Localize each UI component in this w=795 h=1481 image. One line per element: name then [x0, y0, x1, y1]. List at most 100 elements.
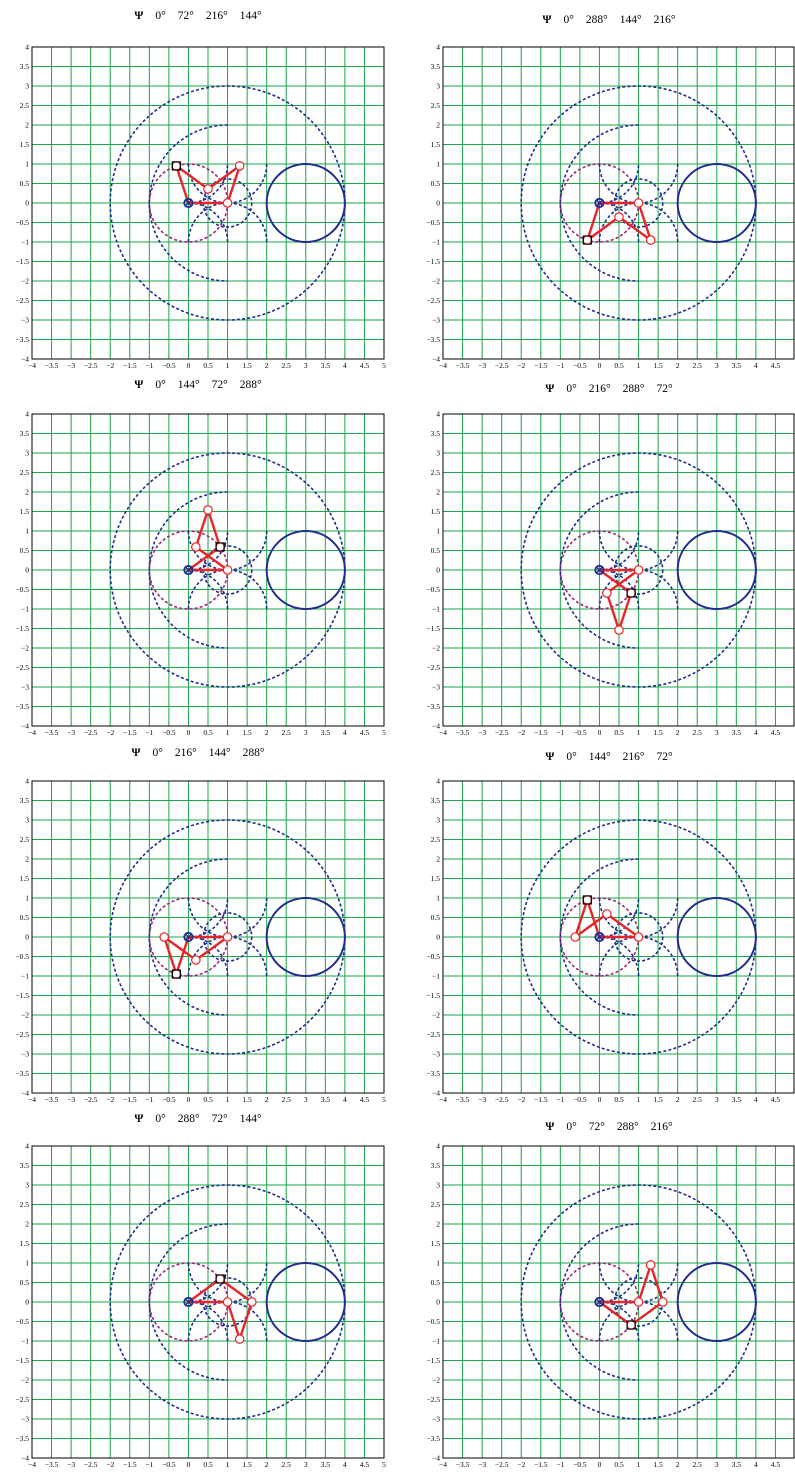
y-tick-label: 0.5 [431, 179, 441, 188]
x-tick-label: −4 [28, 361, 36, 370]
joint-marker [602, 588, 612, 598]
y-tick-label: 1.5 [431, 140, 441, 149]
psi-symbol: Ψ [545, 1121, 554, 1133]
linkage-path [586, 201, 652, 242]
y-tick-label: 0.5 [431, 546, 441, 555]
linkage [183, 1274, 257, 1344]
x-tick-label: −3.5 [45, 1460, 59, 1469]
joint-marker [645, 235, 656, 245]
y-tick-label: −0.5 [426, 952, 440, 961]
psi-symbol: Ψ [545, 383, 554, 395]
x-tick-label: 5 [382, 1460, 386, 1469]
x-tick-label: 4.5 [771, 361, 781, 370]
y-tick-label: −3 [21, 683, 29, 692]
x-tick-label: −1 [145, 361, 153, 370]
y-tick-label: −2 [21, 1376, 29, 1385]
x-tick-label: 0.5 [203, 361, 213, 370]
y-tick-label: 2.5 [431, 835, 441, 844]
linkage [582, 197, 656, 245]
y-tick-label: −0.5 [15, 585, 29, 594]
x-tick-label: 2 [676, 728, 680, 737]
x-tick-label: 1 [226, 1095, 230, 1104]
joint-marker [171, 969, 182, 979]
x-tick-label: 1 [226, 1460, 230, 1469]
linkage [171, 161, 245, 209]
y-tick-label: 4 [436, 1142, 440, 1151]
x-tick-label: −1.5 [534, 728, 548, 737]
y-tick-label: −1.5 [15, 1356, 29, 1365]
joint-marker [222, 565, 233, 575]
joint-marker [633, 565, 644, 575]
joint-marker [658, 1297, 668, 1307]
psi-symbol: Ψ [134, 1113, 143, 1125]
x-tick-label: −0.5 [573, 1460, 587, 1469]
pivot-cross [184, 933, 192, 941]
x-tick-label: −1 [145, 1095, 153, 1104]
y-tick-label: −4 [21, 1454, 29, 1463]
y-tick-label: −1 [432, 605, 440, 614]
y-tick-label: 0 [25, 1298, 29, 1307]
y-tick-label: 3 [25, 449, 29, 458]
y-tick-label: −2 [21, 1011, 29, 1020]
x-tick-label: 1.5 [242, 361, 252, 370]
linkage-path [187, 1277, 254, 1341]
y-tick-label: −3.5 [426, 1069, 440, 1078]
chart-panel-6: Ψ 0° 144° 216° 72° −4 −3.5 −3 −2.5 −2 −1.5 −1 −0.5 0 0… [426, 751, 795, 1104]
y-tick-label: 3 [436, 449, 440, 458]
x-tick-label: −0.5 [162, 361, 176, 370]
y-tick-label: 0 [436, 199, 440, 208]
title-angle-4: 216° [654, 14, 676, 26]
joint-marker [645, 1260, 656, 1270]
square-marker [582, 235, 592, 245]
pivot-marker [183, 931, 194, 943]
y-tick-label: −3.5 [426, 335, 440, 344]
x-tick-label: −2.5 [84, 728, 98, 737]
x-tick-label: 3.5 [321, 1095, 331, 1104]
x-tick-label: −4 [439, 1095, 447, 1104]
title-angle-2: 216° [175, 747, 197, 759]
y-tick-label: 4 [25, 777, 29, 786]
x-tick-label: −1.5 [123, 728, 137, 737]
x-tick-label: −0.5 [162, 1460, 176, 1469]
x-tick-label: 2.5 [693, 361, 703, 370]
y-tick-label: 2 [436, 121, 440, 130]
chart-panel-2: Ψ 0° 288° 144° 216° −4 −3.5 −3 −2.5 −2 −1.5 −1 −0.5 0… [426, 14, 795, 370]
x-tick-label: −3 [67, 1460, 75, 1469]
square-marker [626, 1320, 636, 1330]
y-tick-label: −4 [21, 355, 29, 364]
y-tick-label: −3 [432, 683, 440, 692]
x-tick-label: 2.5 [693, 728, 703, 737]
x-tick-label: −1 [556, 1460, 564, 1469]
x-tick-label: −2 [517, 361, 525, 370]
y-tick-label: 1 [436, 1259, 440, 1268]
title-angle-1: 0° [155, 379, 166, 391]
joint-marker [234, 1334, 245, 1344]
joint-marker [222, 1297, 233, 1307]
x-tick-label: 4 [754, 1095, 758, 1104]
y-tick-label: −3 [432, 1415, 440, 1424]
y-tick-label: −1 [21, 972, 29, 981]
x-tick-label: −3 [478, 728, 486, 737]
chart-title: Ψ 0° 144° 216° 72° [545, 751, 673, 763]
x-tick-label: 3.5 [732, 728, 742, 737]
chart-title: Ψ 0° 288° 144° 216° [543, 14, 676, 26]
y-tick-label: −2 [21, 644, 29, 653]
y-tick-label: −1.5 [426, 1356, 440, 1365]
x-tick-label: 3.5 [732, 361, 742, 370]
x-tick-label: 1 [226, 361, 230, 370]
title-angle-1: 0° [566, 383, 577, 395]
psi-symbol: Ψ [543, 14, 552, 26]
grid [443, 1146, 794, 1458]
x-tick-label: −1.5 [123, 1460, 137, 1469]
x-tick-label: 0.5 [203, 1095, 213, 1104]
linkage [183, 505, 233, 576]
x-tick-label: 2.5 [282, 1095, 292, 1104]
x-tick-label: −2.5 [495, 361, 509, 370]
title-angle-4: 144° [240, 10, 262, 22]
x-tick-label: −0.5 [162, 728, 176, 737]
chart-title: Ψ 0° 216° 144° 288° [132, 747, 265, 759]
title-angle-4: 216° [651, 1121, 673, 1133]
x-tick-label: 4 [754, 1460, 758, 1469]
x-tick-label: −3.5 [45, 1095, 59, 1104]
y-tick-label: −1.5 [426, 257, 440, 266]
